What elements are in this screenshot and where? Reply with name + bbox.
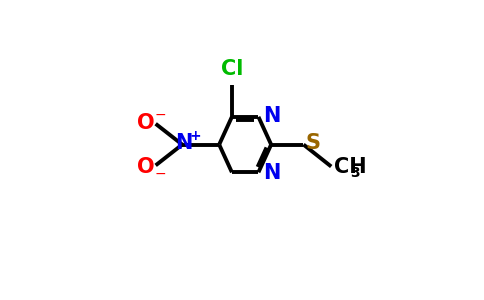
Text: N: N [263,164,281,183]
Text: CH: CH [333,157,366,176]
Text: +: + [189,130,201,143]
Text: N: N [263,106,281,126]
Text: O: O [137,157,154,176]
Text: −: − [154,167,166,181]
Text: S: S [306,134,321,153]
Text: O: O [137,112,154,133]
Text: Cl: Cl [221,59,243,79]
Text: −: − [154,108,166,122]
Text: N: N [175,134,192,153]
Text: 3: 3 [350,166,360,180]
